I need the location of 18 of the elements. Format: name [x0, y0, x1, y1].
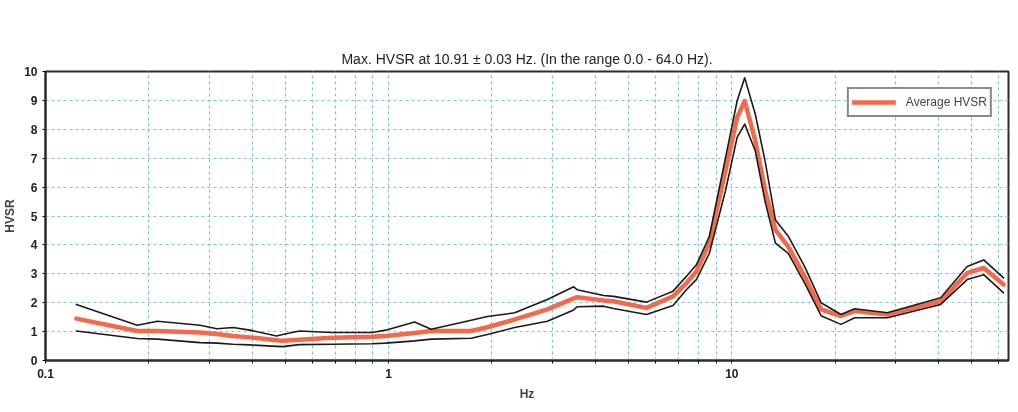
- y-tick-label: 2: [30, 296, 38, 311]
- y-tick-label: 4: [30, 238, 38, 253]
- x-tick-label: 1: [385, 366, 393, 381]
- y-tick-label: 3: [30, 267, 38, 282]
- y-tick-label: 7: [30, 151, 38, 166]
- x-axis-title: Hz: [519, 386, 535, 401]
- x-tick-label: 0.1: [37, 366, 55, 381]
- legend-label: Average HVSR: [905, 95, 987, 109]
- y-tick-label: 9: [30, 93, 38, 108]
- x-tick-label: 10: [725, 366, 739, 381]
- chart-title: Max. HVSR at 10.91 ± 0.03 Hz. (In the range 0.0 - 64.0 Hz).: [341, 50, 713, 67]
- y-tick-label: 10: [24, 65, 38, 79]
- y-axis-title: HVSR: [3, 199, 18, 233]
- y-tick-label: 0: [30, 354, 38, 368]
- y-tick-label: 5: [30, 209, 38, 224]
- y-tick-label: 6: [30, 180, 38, 195]
- y-tick-label: 8: [30, 122, 38, 137]
- y-tick-label: 1: [30, 325, 38, 340]
